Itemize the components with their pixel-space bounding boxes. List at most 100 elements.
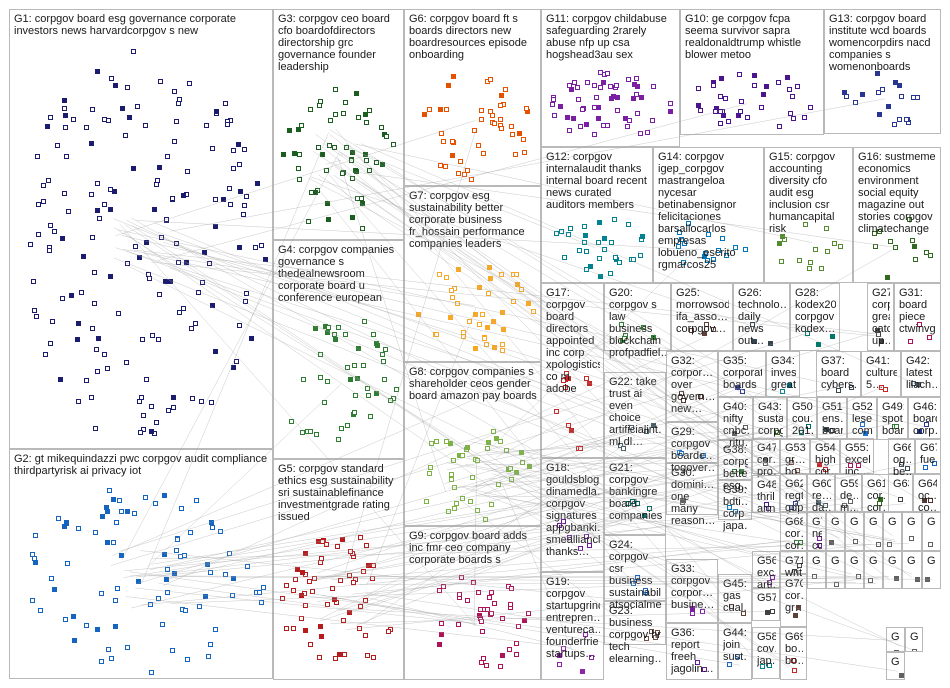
graph-node [917, 428, 923, 434]
graph-node [152, 206, 158, 212]
graph-node [115, 586, 121, 592]
graph-node [362, 111, 368, 117]
graph-node [697, 108, 703, 114]
graph-node [686, 220, 692, 226]
graph-node [450, 73, 456, 79]
graph-node [112, 624, 118, 630]
group-node-cluster [753, 476, 779, 512]
graph-node [598, 70, 604, 76]
graph-node [231, 576, 237, 582]
graph-node [759, 104, 765, 110]
graph-node [95, 69, 101, 75]
graph-edge [320, 461, 794, 622]
graph-node [619, 322, 625, 328]
graph-node [95, 626, 101, 632]
graph-node [843, 93, 849, 99]
graph-node [635, 500, 641, 506]
graph-node [62, 98, 68, 104]
graph-edge [345, 143, 747, 380]
graph-node [741, 611, 747, 617]
graph-node [95, 369, 101, 374]
graph-node [241, 203, 247, 209]
graph-edge [126, 220, 879, 580]
graph-node [130, 49, 136, 55]
graph-node [571, 80, 577, 86]
graph-node [525, 301, 531, 307]
graph-node [847, 463, 853, 469]
graph-node [634, 91, 640, 97]
graph-node [187, 80, 193, 86]
graph-edge [124, 232, 634, 587]
graph-node [357, 535, 363, 541]
graph-node [35, 201, 41, 207]
graph-node [719, 235, 725, 241]
graph-edge [113, 227, 733, 614]
graph-node [703, 321, 709, 327]
graph-node [231, 166, 237, 172]
graph-edge [484, 388, 738, 494]
graph-node [299, 593, 305, 599]
group-node-cluster [542, 148, 652, 282]
graph-edge [487, 431, 864, 453]
graph-edge [136, 220, 705, 251]
graph-node [892, 80, 898, 86]
graph-node [885, 274, 891, 280]
graph-node [124, 509, 130, 515]
graph-node [860, 421, 866, 427]
group-node-cluster [681, 10, 823, 134]
graph-node [923, 422, 929, 428]
graph-node [348, 377, 354, 383]
group-node-cluster [672, 284, 732, 350]
graph-node [296, 176, 302, 182]
graph-node [244, 291, 250, 297]
graph-node [212, 196, 218, 202]
graph-node [487, 595, 493, 601]
graph-node [308, 429, 314, 435]
graph-node [450, 294, 456, 300]
graph-edge [115, 247, 898, 497]
graph-node [47, 222, 53, 228]
graph-node [162, 551, 168, 557]
graph-node [93, 425, 99, 431]
graph-node [583, 122, 589, 128]
graph-node [624, 123, 630, 129]
group-node-cluster [827, 552, 844, 588]
graph-node [190, 395, 196, 401]
graph-node [355, 346, 361, 352]
graph-node [738, 98, 744, 104]
graph-edge [484, 462, 794, 465]
graph-node [458, 158, 464, 164]
group-node-cluster [817, 352, 860, 396]
graph-node [90, 325, 96, 331]
graph-node [875, 542, 881, 548]
graph-node [552, 113, 558, 119]
graph-node [485, 290, 491, 296]
graph-node [497, 663, 503, 669]
graph-node [695, 103, 701, 109]
graph-node [481, 151, 487, 157]
graph-node [71, 614, 77, 620]
graph-node [364, 652, 370, 658]
graph-node [63, 125, 69, 131]
graph-node [790, 115, 796, 121]
graph-node [848, 498, 854, 504]
graph-node [170, 647, 176, 653]
group-node-cluster [667, 352, 717, 421]
graph-node [601, 246, 607, 252]
graph-node [736, 112, 742, 118]
graph-node [447, 315, 453, 321]
group-node-cluster [916, 439, 940, 473]
graph-node [125, 260, 131, 266]
graph-node [189, 325, 195, 331]
graph-node [299, 569, 305, 575]
group-node-cluster [753, 589, 779, 620]
graph-node [291, 626, 297, 632]
graph-node [878, 339, 884, 345]
graph-node [156, 165, 162, 171]
graph-node [89, 141, 95, 147]
graph-node [885, 103, 891, 109]
graph-node [74, 336, 80, 342]
graph-node [712, 108, 718, 114]
graph-node [913, 256, 919, 262]
graph-node [143, 239, 149, 245]
